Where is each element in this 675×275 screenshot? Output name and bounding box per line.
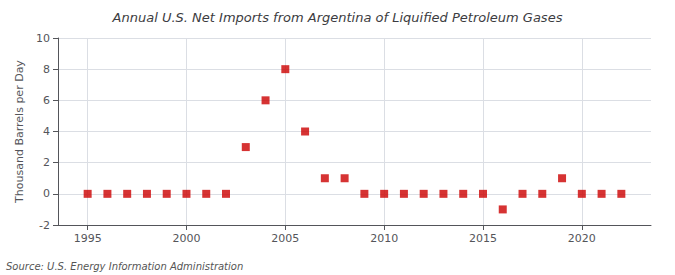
svg-text:4: 4 — [43, 125, 50, 138]
svg-text:0: 0 — [43, 187, 50, 200]
svg-text:10: 10 — [36, 32, 50, 45]
svg-text:Thousand Barrels per Day: Thousand Barrels per Day — [13, 60, 26, 204]
svg-text:2000: 2000 — [172, 232, 200, 245]
svg-text:2020: 2020 — [568, 232, 596, 245]
svg-text:8: 8 — [43, 63, 50, 76]
svg-text:1995: 1995 — [74, 232, 102, 245]
svg-text:-2: -2 — [39, 219, 50, 232]
svg-text:2005: 2005 — [271, 232, 299, 245]
svg-text:2015: 2015 — [469, 232, 497, 245]
svg-text:6: 6 — [43, 94, 50, 107]
svg-text:Source: U.S. Energy Informatio: Source: U.S. Energy Information Administ… — [6, 261, 243, 272]
svg-text:Annual U.S. Net Imports from A: Annual U.S. Net Imports from Argentina o… — [112, 10, 563, 25]
svg-text:2: 2 — [43, 156, 50, 169]
svg-text:2010: 2010 — [370, 232, 398, 245]
